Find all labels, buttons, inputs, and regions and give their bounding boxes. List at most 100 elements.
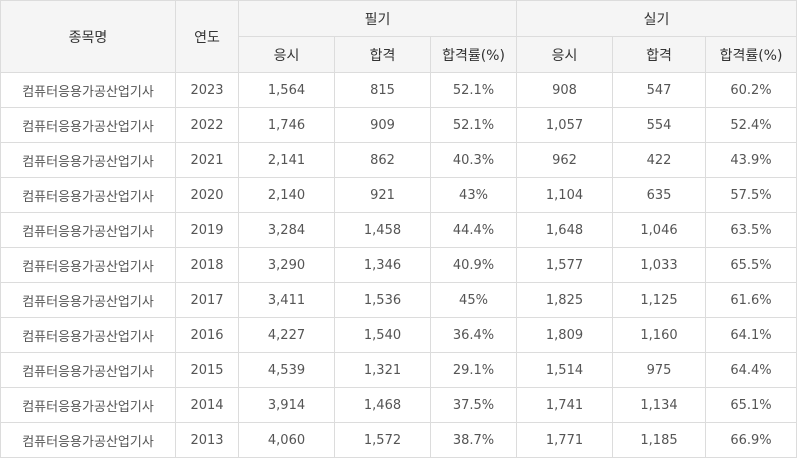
cell-written-rate: 40.3%	[430, 142, 517, 178]
col-group-practical: 실기	[516, 0, 797, 37]
cell-written-rate: 52.1%	[430, 72, 517, 108]
cell-written-passed: 1,458	[334, 212, 431, 248]
cell-written-applicants: 2,140	[238, 177, 335, 213]
cell-name: 컴퓨터응용가공산업기사	[0, 72, 176, 108]
cell-year: 2019	[175, 212, 239, 248]
cell-name: 컴퓨터응용가공산업기사	[0, 422, 176, 458]
cell-written-passed: 1,540	[334, 317, 431, 353]
cell-practical-passed: 422	[612, 142, 706, 178]
table-row: 컴퓨터응용가공산업기사 2020 2,140 921 43% 1,104 635 57.5%	[0, 177, 797, 213]
cell-year: 2013	[175, 422, 239, 458]
cell-practical-applicants: 1,809	[516, 317, 613, 353]
cell-written-applicants: 3,914	[238, 387, 335, 423]
cell-written-rate: 43%	[430, 177, 517, 213]
cell-year: 2014	[175, 387, 239, 423]
cell-name: 컴퓨터응용가공산업기사	[0, 212, 176, 248]
cell-year: 2023	[175, 72, 239, 108]
cell-written-applicants: 4,539	[238, 352, 335, 388]
cell-written-applicants: 4,060	[238, 422, 335, 458]
cell-written-rate: 45%	[430, 282, 517, 318]
cell-written-passed: 1,468	[334, 387, 431, 423]
cell-practical-rate: 66.9%	[705, 422, 797, 458]
cell-practical-rate: 64.1%	[705, 317, 797, 353]
cell-practical-passed: 635	[612, 177, 706, 213]
cell-written-passed: 1,572	[334, 422, 431, 458]
cell-year: 2016	[175, 317, 239, 353]
cell-written-rate: 36.4%	[430, 317, 517, 353]
cell-name: 컴퓨터응용가공산업기사	[0, 352, 176, 388]
cell-written-applicants: 4,227	[238, 317, 335, 353]
cell-name: 컴퓨터응용가공산업기사	[0, 282, 176, 318]
table-row: 컴퓨터응용가공산업기사 2013 4,060 1,572 38.7% 1,771 1,185…	[0, 422, 797, 458]
cell-written-passed: 921	[334, 177, 431, 213]
cell-year: 2017	[175, 282, 239, 318]
table-row: 컴퓨터응용가공산업기사 2016 4,227 1,540 36.4% 1,809 1,160…	[0, 317, 797, 353]
cell-written-passed: 862	[334, 142, 431, 178]
cell-written-rate: 44.4%	[430, 212, 517, 248]
cell-practical-rate: 64.4%	[705, 352, 797, 388]
col-header-name: 종목명	[0, 0, 176, 73]
cell-name: 컴퓨터응용가공산업기사	[0, 247, 176, 283]
cell-practical-rate: 43.9%	[705, 142, 797, 178]
cell-practical-rate: 57.5%	[705, 177, 797, 213]
cell-practical-passed: 1,185	[612, 422, 706, 458]
cell-written-rate: 38.7%	[430, 422, 517, 458]
table-row: 컴퓨터응용가공산업기사 2015 4,539 1,321 29.1% 1,514 975 64…	[0, 352, 797, 388]
table-row: 컴퓨터응용가공산업기사 2018 3,290 1,346 40.9% 1,577 1,033…	[0, 247, 797, 283]
cell-practical-applicants: 1,577	[516, 247, 613, 283]
cell-practical-passed: 975	[612, 352, 706, 388]
cell-name: 컴퓨터응용가공산업기사	[0, 387, 176, 423]
cell-written-applicants: 3,411	[238, 282, 335, 318]
table-header: 종목명 연도 필기 실기 응시 합격 합격률(%) 응시 합격 합격률(%)	[0, 0, 797, 73]
cell-written-passed: 1,346	[334, 247, 431, 283]
cell-practical-passed: 1,125	[612, 282, 706, 318]
cell-practical-passed: 1,134	[612, 387, 706, 423]
cell-year: 2021	[175, 142, 239, 178]
col-header-practical-rate: 합격률(%)	[705, 36, 797, 73]
table-row: 컴퓨터응용가공산업기사 2023 1,564 815 52.1% 908 547 60.2%	[0, 72, 797, 108]
col-header-practical-passed: 합격	[612, 36, 706, 73]
cell-practical-applicants: 908	[516, 72, 613, 108]
col-header-written-applicants: 응시	[238, 36, 335, 73]
cell-year: 2020	[175, 177, 239, 213]
cell-written-rate: 40.9%	[430, 247, 517, 283]
cell-practical-rate: 52.4%	[705, 107, 797, 143]
cell-practical-applicants: 1,104	[516, 177, 613, 213]
cell-practical-applicants: 1,648	[516, 212, 613, 248]
table-row: 컴퓨터응용가공산업기사 2014 3,914 1,468 37.5% 1,741 1,134…	[0, 387, 797, 423]
table-body: 컴퓨터응용가공산업기사 2023 1,564 815 52.1% 908 547 60.2% 컴…	[0, 72, 797, 458]
col-header-written-rate: 합격률(%)	[430, 36, 517, 73]
cell-practical-passed: 547	[612, 72, 706, 108]
cell-written-applicants: 1,564	[238, 72, 335, 108]
cell-written-rate: 29.1%	[430, 352, 517, 388]
header-row-sub: 응시 합격 합격률(%) 응시 합격 합격률(%)	[1, 36, 797, 73]
cell-practical-passed: 1,046	[612, 212, 706, 248]
cell-written-rate: 37.5%	[430, 387, 517, 423]
col-header-written-passed: 합격	[334, 36, 431, 73]
cell-practical-rate: 65.1%	[705, 387, 797, 423]
cell-written-applicants: 1,746	[238, 107, 335, 143]
cell-year: 2015	[175, 352, 239, 388]
cell-written-passed: 1,321	[334, 352, 431, 388]
cell-written-passed: 815	[334, 72, 431, 108]
cell-written-applicants: 3,284	[238, 212, 335, 248]
cell-name: 컴퓨터응용가공산업기사	[0, 142, 176, 178]
cell-practical-passed: 1,160	[612, 317, 706, 353]
cell-practical-rate: 60.2%	[705, 72, 797, 108]
cell-practical-rate: 65.5%	[705, 247, 797, 283]
cell-practical-passed: 1,033	[612, 247, 706, 283]
cell-practical-applicants: 1,741	[516, 387, 613, 423]
cell-name: 컴퓨터응용가공산업기사	[0, 317, 176, 353]
cell-name: 컴퓨터응용가공산업기사	[0, 177, 176, 213]
cell-written-rate: 52.1%	[430, 107, 517, 143]
cell-practical-rate: 61.6%	[705, 282, 797, 318]
col-header-year: 연도	[175, 0, 239, 73]
table-row: 컴퓨터응용가공산업기사 2017 3,411 1,536 45% 1,825 1,125 61…	[0, 282, 797, 318]
table-row: 컴퓨터응용가공산업기사 2022 1,746 909 52.1% 1,057 554 52.4…	[0, 107, 797, 143]
cell-written-applicants: 2,141	[238, 142, 335, 178]
col-group-written: 필기	[238, 0, 517, 37]
cell-practical-applicants: 1,514	[516, 352, 613, 388]
cell-practical-passed: 554	[612, 107, 706, 143]
cell-name: 컴퓨터응용가공산업기사	[0, 107, 176, 143]
